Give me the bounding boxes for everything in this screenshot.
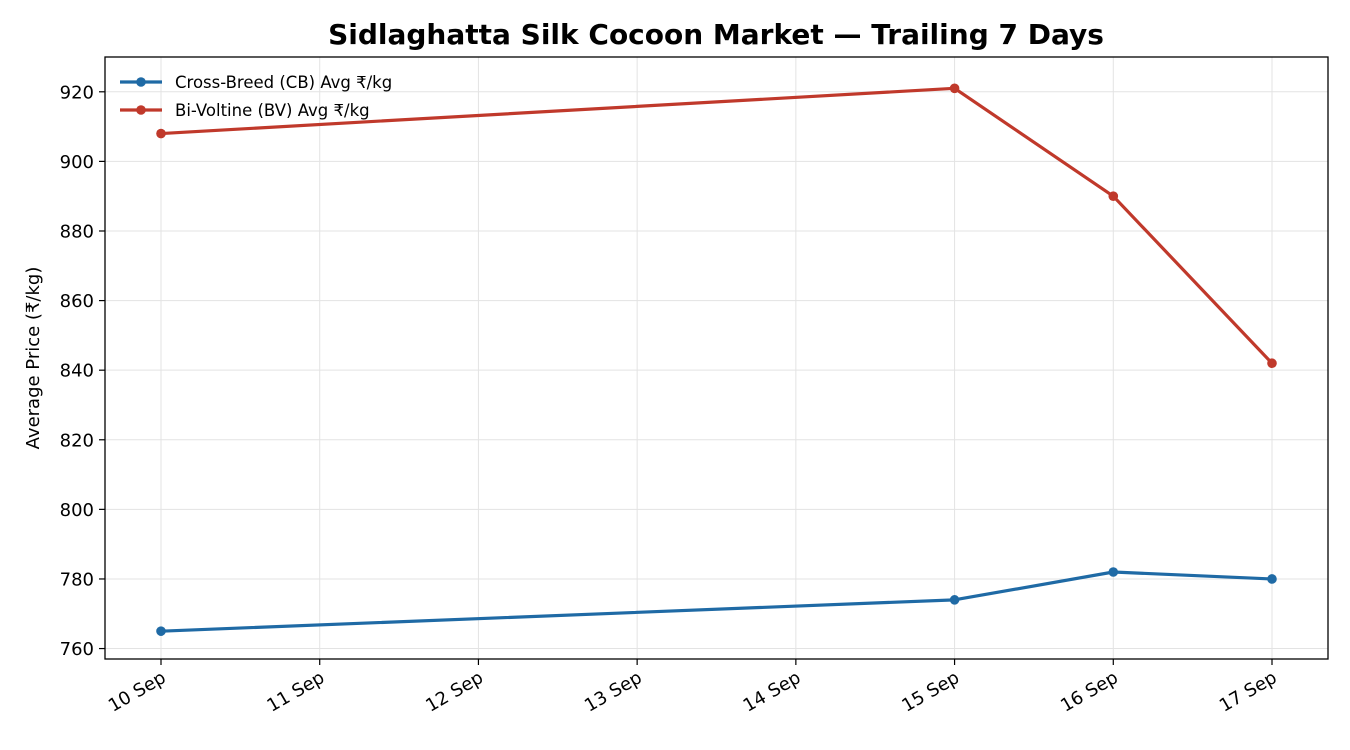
y-tick-label: 820 — [60, 430, 94, 451]
x-tick-label: 16 Sep — [1057, 667, 1122, 716]
data-point — [1267, 358, 1277, 369]
y-tick-label: 900 — [60, 152, 94, 173]
legend-entry: Bi-Voltine (BV) Avg ₹/kg — [175, 101, 370, 120]
data-point — [1267, 574, 1277, 584]
plot-frame — [104, 56, 1329, 660]
x-tick-label: 12 Sep — [422, 667, 487, 716]
y-tick-label: 800 — [60, 500, 94, 521]
series-line-1 — [159, 570, 1274, 633]
data-point — [156, 128, 166, 139]
y-tick-label: 780 — [60, 569, 94, 590]
y-axis-label: Average Price (₹/kg) — [23, 267, 44, 450]
x-tick-label: 14 Sep — [740, 667, 805, 716]
axes-layer: 760 780 800 820 840 860 880 900 920 10 Sep 11 Sep 1… — [60, 56, 1329, 717]
chart-title: Sidlaghatta Silk Cocoon Market — Trailin… — [328, 18, 1104, 51]
y-tick-label: 760 — [60, 639, 94, 660]
series-layer — [156, 83, 1277, 636]
data-point — [949, 83, 960, 94]
grid-layer — [105, 57, 1328, 659]
x-tick-label: 10 Sep — [105, 667, 170, 716]
legend-marker — [136, 105, 146, 115]
y-tick-label: 840 — [60, 361, 94, 382]
x-tick-label: 11 Sep — [264, 667, 329, 716]
legend-marker — [136, 77, 146, 87]
legend-entry: Cross-Breed (CB) Avg ₹/kg — [175, 73, 392, 92]
x-tick-label: 13 Sep — [581, 667, 646, 716]
series-line-2 — [159, 86, 1274, 365]
legend: Cross-Breed (CB) Avg ₹/kg Bi-Voltine (BV)… — [120, 73, 392, 120]
data-point — [949, 595, 960, 605]
data-point — [1108, 191, 1119, 201]
data-point — [1108, 567, 1119, 577]
y-tick-label: 860 — [60, 291, 94, 312]
x-tick-label: 17 Sep — [1216, 667, 1281, 716]
y-tick-label: 920 — [60, 82, 94, 103]
y-tick-label: 880 — [60, 221, 94, 242]
data-point — [156, 626, 166, 636]
x-tick-label: 15 Sep — [898, 667, 963, 716]
